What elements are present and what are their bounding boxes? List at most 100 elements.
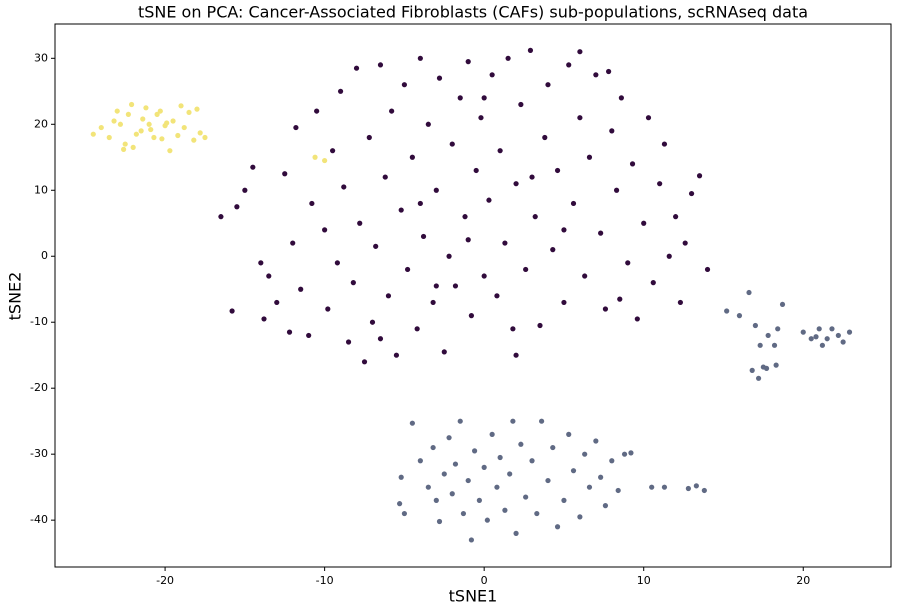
scatter-point (550, 444, 556, 451)
scatter-point (755, 375, 762, 381)
scatter-point (130, 144, 136, 150)
scatter-point (808, 336, 814, 342)
scatter-point (425, 121, 431, 127)
scatter-point (629, 161, 636, 167)
scatter-point (175, 132, 181, 139)
scatter-point (513, 352, 519, 358)
scatter-point (148, 126, 154, 133)
scatter-point (829, 326, 835, 332)
scatter-point (835, 332, 841, 339)
scatter-point (532, 214, 538, 220)
scatter-point (545, 82, 551, 88)
scatter-point (398, 207, 404, 213)
scatter-point (337, 88, 344, 94)
scatter-point (452, 461, 459, 467)
x-axis-label: tSNE1 (449, 587, 498, 606)
scatter-point (497, 148, 503, 154)
scatter-point (494, 293, 500, 299)
scatter-point (471, 448, 478, 454)
scatter-point (529, 174, 535, 180)
scatter-point (497, 454, 503, 461)
scatter-point (178, 103, 184, 109)
scatter-point (489, 72, 495, 78)
scatter-point (128, 101, 135, 108)
scatter-point (298, 286, 304, 292)
scatter-point (389, 108, 395, 114)
scatter-point (322, 227, 328, 233)
scatter-point (566, 62, 572, 68)
scatter-point (582, 451, 588, 457)
scatter-point (417, 55, 423, 61)
scatter-point (476, 497, 482, 503)
scatter-point (258, 260, 264, 266)
scatter-point (473, 167, 479, 174)
scatter-point (164, 120, 170, 126)
scatter-point (133, 131, 139, 137)
scatter-point (417, 200, 423, 207)
scatter-point (341, 184, 347, 190)
scatter-point (312, 154, 318, 160)
plot-area (90, 47, 853, 543)
scatter-point (122, 141, 128, 147)
scatter-point (449, 491, 455, 497)
y-tick-label: 30 (34, 51, 48, 64)
y-tick-label: 0 (41, 249, 48, 262)
scatter-point (111, 118, 117, 124)
scatter-point (146, 121, 152, 127)
scatter-point (430, 299, 436, 306)
scatter-point (606, 68, 612, 75)
scatter-point (398, 474, 404, 480)
y-axis-label: tSNE2 (6, 272, 25, 321)
scatter-point (846, 329, 853, 335)
scatter-point (138, 128, 144, 134)
scatter-point (577, 514, 583, 520)
scatter-point (452, 283, 459, 289)
scatter-point (505, 55, 511, 61)
scatter-point (507, 471, 513, 477)
scatter-point (468, 537, 475, 543)
scatter-point (779, 301, 786, 308)
scatter-point (449, 141, 455, 147)
y-tick-label: 10 (34, 183, 48, 196)
scatter-point (688, 190, 695, 197)
scatter-point (159, 136, 165, 142)
scatter-point (539, 418, 545, 424)
scatter-point (197, 130, 203, 136)
scatter-point (446, 435, 452, 441)
scatter-point (613, 187, 620, 193)
scatter-point (170, 118, 176, 124)
scatter-point (617, 296, 623, 302)
scatter-point (460, 510, 467, 517)
scatter-point (286, 329, 293, 335)
scatter-point (345, 339, 352, 345)
y-tick-label: -20 (30, 381, 48, 394)
scatter-point (618, 95, 624, 101)
scatter-point (114, 108, 120, 114)
scatter-point (746, 289, 752, 296)
x-tick-label: -20 (156, 574, 174, 587)
scatter-point (125, 111, 131, 117)
scatter-point (218, 214, 224, 220)
scatter-point (322, 157, 328, 164)
scatter-point (433, 187, 439, 193)
scatter-point (819, 342, 825, 348)
scatter-point (385, 293, 392, 299)
scatter-point (513, 181, 519, 187)
scatter-point (602, 306, 609, 312)
scatter-point (202, 134, 208, 141)
scatter-point (186, 109, 192, 116)
scatter-point (465, 237, 471, 243)
scatter-point (401, 82, 407, 88)
scatter-point (465, 59, 471, 65)
scatter-point (441, 349, 447, 355)
scatter-point (625, 260, 631, 266)
scatter-point (436, 75, 443, 81)
scatter-point (570, 200, 577, 207)
scatter-point (649, 484, 655, 490)
scatter-point (550, 247, 556, 253)
scatter-point (554, 167, 561, 174)
scatter-point (502, 507, 508, 513)
scatter-point (462, 214, 468, 220)
scatter-point (484, 517, 490, 523)
